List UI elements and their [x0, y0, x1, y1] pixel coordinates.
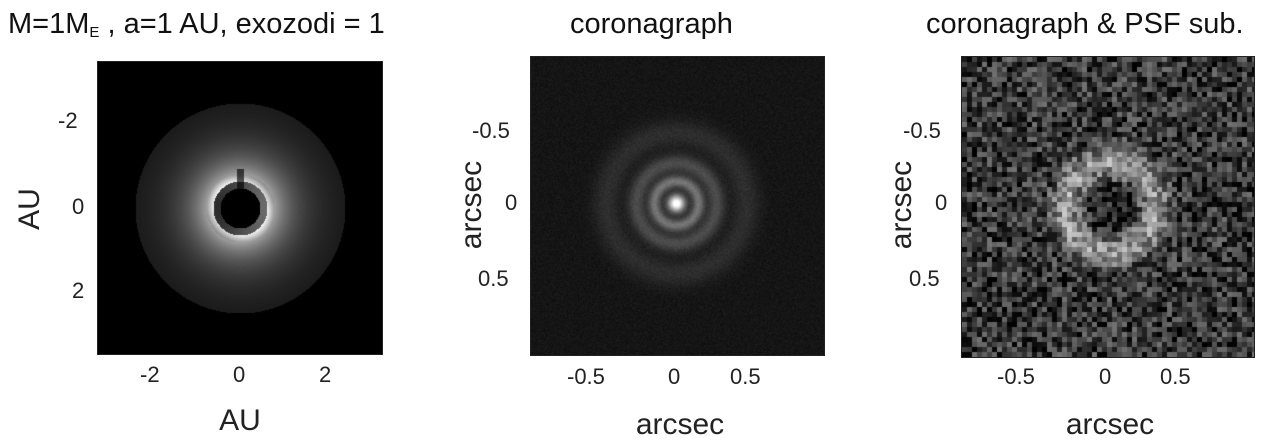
y-tick-label: -0.5	[472, 118, 510, 143]
x-axis-label: arcsec	[1065, 408, 1155, 441]
x-tick-label: 2	[319, 362, 332, 387]
x-tick-label: -0.5	[567, 364, 605, 389]
x-tick-label: -0.5	[997, 364, 1035, 389]
y-tick-label: -0.5	[903, 118, 941, 143]
x-tick-label: 0	[668, 364, 681, 389]
y-tick-label: 0.5	[909, 266, 940, 291]
y-tick-label: -2	[58, 108, 78, 133]
x-axis-label: AU	[219, 404, 261, 437]
x-tick-label: -2	[140, 362, 160, 387]
image-coronagraph-psf	[531, 57, 824, 355]
x-tick-label: 0	[1099, 364, 1112, 389]
y-tick-label: 0	[505, 190, 518, 215]
y-tick-label: 2	[72, 278, 85, 303]
y-axis-label: arcsec	[455, 160, 488, 250]
x-tick-label: 0.5	[730, 364, 761, 389]
image-plot-model	[97, 61, 383, 355]
y-axis-label: AU	[13, 188, 46, 230]
panel-title-psf-sub: coronagraph & PSF sub.	[926, 8, 1244, 40]
image-psf-subtracted	[962, 57, 1254, 357]
y-axis-label: arcsec	[885, 160, 918, 250]
x-tick-label: 0.5	[1160, 364, 1191, 389]
panel-title-coronagraph: coronagraph	[570, 8, 733, 40]
y-tick-label: 0	[935, 190, 948, 215]
panel-title-model: M=1ME , a=1 AU, exozodi = 1	[8, 8, 385, 41]
y-tick-label: 0	[72, 194, 85, 219]
image-model-ring	[98, 62, 382, 354]
x-axis-label: arcsec	[635, 408, 725, 441]
y-tick-label: 0.5	[478, 266, 509, 291]
image-plot-psf-sub	[961, 56, 1255, 358]
image-plot-coronagraph	[530, 56, 825, 356]
x-tick-label: 0	[233, 362, 246, 387]
